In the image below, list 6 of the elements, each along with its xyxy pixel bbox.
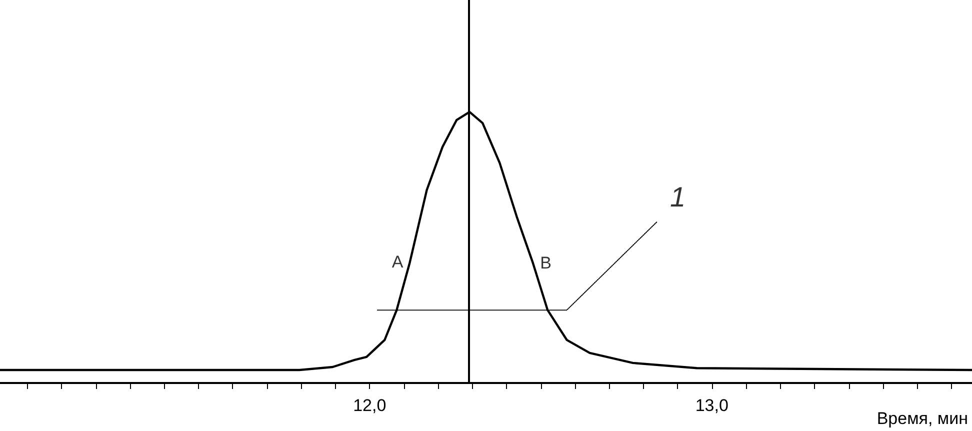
annotation: B (540, 254, 552, 273)
x-axis-title: Время, мин (876, 409, 968, 428)
annotation: A (392, 252, 404, 272)
annotation: 1 (670, 181, 686, 212)
x-tick-label: 12,0 (353, 396, 386, 415)
x-tick-label: 13,0 (695, 396, 728, 415)
